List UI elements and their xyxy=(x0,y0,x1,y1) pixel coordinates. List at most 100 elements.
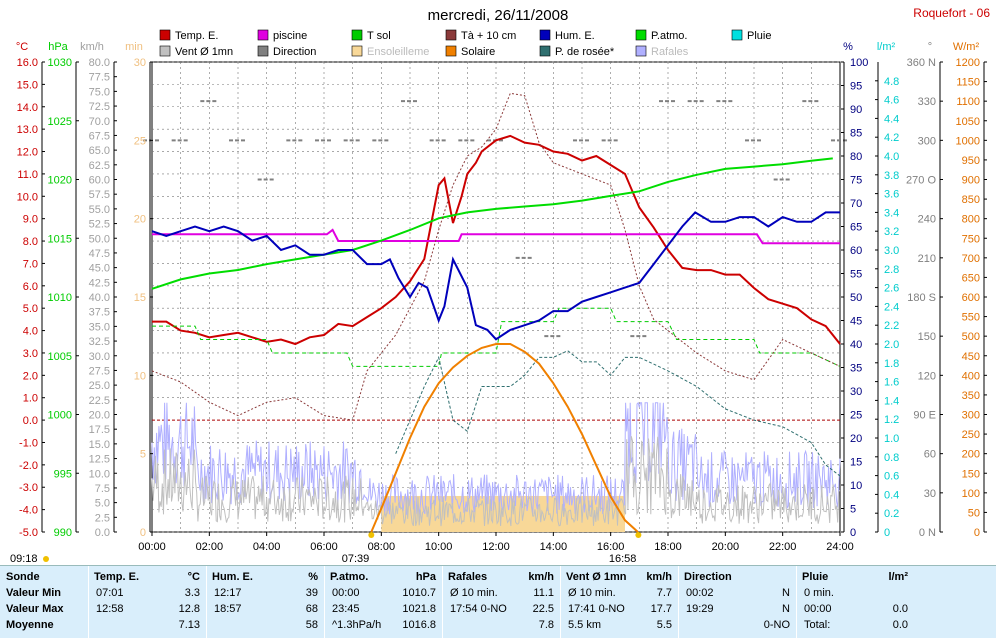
summary-value: 17.7 xyxy=(650,603,672,615)
summary-time: ^1.3hPa/h xyxy=(332,619,382,631)
tick-label-kmh: 10.0 xyxy=(89,468,110,480)
summary-row-label: Moyenne xyxy=(6,619,54,631)
summary-value: 1010.7 xyxy=(402,587,436,599)
summary-column: Sonde Valeur Min Valeur Max Moyenne xyxy=(0,566,88,638)
tick-label-deg: 240 xyxy=(918,214,936,226)
summary-time: 00:00 xyxy=(804,603,832,615)
axis-header-wm2: W/m² xyxy=(953,41,980,53)
summary-row: Valeur Max xyxy=(6,603,82,619)
tick-label-kmh: 67.5 xyxy=(89,130,110,142)
summary-value: 68 xyxy=(305,603,318,615)
summary-row: 19:29 N xyxy=(684,603,790,619)
tick-label-kmh: 20.0 xyxy=(89,410,110,422)
tick-label-lm2: 2.8 xyxy=(884,264,899,276)
legend-label: Pluie xyxy=(747,30,771,42)
series-t-10-cm xyxy=(151,92,841,421)
tick-label-lm2: 1.2 xyxy=(884,414,899,426)
summary-time: Ø 10 min. xyxy=(450,587,498,599)
tick-label-kmh: 57.5 xyxy=(89,189,110,201)
tick-label-hpa: 1020 xyxy=(48,175,72,187)
summary-separator xyxy=(796,566,797,638)
summary-value: 22.5 xyxy=(532,603,554,615)
tick-label-wm2: 250 xyxy=(962,429,980,441)
tick-label-lm2: 2.2 xyxy=(884,320,899,332)
tick-label-temp_c: 0.0 xyxy=(23,415,38,427)
summary-value: 58 xyxy=(305,619,318,631)
summary-time: Ø 10 min. xyxy=(568,587,616,599)
tick-label-wm2: 1100 xyxy=(956,96,980,108)
tick-label-lm2: 3.2 xyxy=(884,226,899,238)
summary-time: 07:01 xyxy=(96,587,124,599)
tick-label-wm2: 500 xyxy=(962,331,980,343)
summary-row: 00:02 N xyxy=(684,587,790,603)
axis-header-lm2: l/m² xyxy=(877,41,896,53)
summary-value: 7.13 xyxy=(178,619,200,631)
tick-label-deg: 180 S xyxy=(907,292,936,304)
summary-value: 12.8 xyxy=(178,603,200,615)
tick-label-temp_c: 12.0 xyxy=(17,147,38,159)
summary-time: 19:29 xyxy=(686,603,714,615)
tick-label-deg: 150 xyxy=(918,331,936,343)
tick-label-temp_c: 14.0 xyxy=(17,102,38,114)
summary-separator xyxy=(206,566,207,638)
summary-separator xyxy=(88,566,89,638)
summary-time: 18:57 xyxy=(214,603,242,615)
summary-separator xyxy=(678,566,679,638)
tick-label-kmh: 47.5 xyxy=(89,248,110,260)
tick-label-temp_c: -3.0 xyxy=(19,482,38,494)
tick-label-temp_c: 15.0 xyxy=(17,79,38,91)
tick-label-pct: 80 xyxy=(850,151,862,163)
summary-value: 1021.8 xyxy=(402,603,436,615)
x-tick-label: 04:00 xyxy=(253,541,281,553)
tick-label-lm2: 4.0 xyxy=(884,151,899,163)
tick-label-deg: 300 xyxy=(918,135,936,147)
tick-label-pct: 25 xyxy=(850,410,862,422)
summary-header-label: Vent Ø 1mn xyxy=(566,571,627,583)
tick-label-temp_c: 6.0 xyxy=(23,281,38,293)
tick-label-kmh: 35.0 xyxy=(89,321,110,333)
tick-label-kmh: 2.5 xyxy=(95,512,110,524)
tick-label-pct: 45 xyxy=(850,316,862,328)
summary-value: 0.0 xyxy=(892,603,908,615)
tick-label-hpa: 1025 xyxy=(48,116,72,128)
tick-label-pct: 20 xyxy=(850,433,862,445)
legend-swatch xyxy=(445,45,457,57)
x-tick-label: 22:00 xyxy=(769,541,797,553)
summary-separator xyxy=(442,566,443,638)
summary-column: Hum. E.% 12:17 39 18:57 68 58 xyxy=(206,566,324,638)
tick-label-pct: 0 xyxy=(850,527,856,539)
tick-label-temp_c: -4.0 xyxy=(19,505,38,517)
legend-label: P.atmo. xyxy=(651,30,688,42)
summary-column: Rafales km/h Ø 10 min. 11.1 17:54 0-NO 22.5 7.… xyxy=(442,566,560,638)
summary-value: 3.3 xyxy=(184,587,200,599)
tick-label-lm2: 0 xyxy=(884,527,890,539)
tick-label-lm2: 2.6 xyxy=(884,283,899,295)
tick-label-pct: 70 xyxy=(850,198,862,210)
tick-label-wm2: 400 xyxy=(962,370,980,382)
tick-label-hpa: 995 xyxy=(54,468,72,480)
tick-label-pct: 100 xyxy=(850,57,868,69)
legend-swatch xyxy=(635,29,647,41)
legend-swatch xyxy=(445,29,457,41)
summary-header-label: Hum. E. xyxy=(212,571,253,583)
tick-label-temp_c: -2.0 xyxy=(19,460,38,472)
tick-label-lm2: 0.2 xyxy=(884,508,899,520)
summary-row: 23:45 1021.8 xyxy=(330,603,436,619)
tick-label-kmh: 77.5 xyxy=(89,72,110,84)
summary-row: Ø 10 min. 11.1 xyxy=(448,587,554,603)
tick-label-wm2: 850 xyxy=(962,194,980,206)
tick-label-min: 15 xyxy=(134,292,146,304)
tick-label-lm2: 2.0 xyxy=(884,339,899,351)
tick-label-temp_c: 5.0 xyxy=(23,303,38,315)
summary-header: Temp. E. °C xyxy=(94,571,200,587)
legend-label: Hum. E. xyxy=(555,30,595,42)
legend: Temp. E. piscine T sol Tà + 10 cm Hum. E. P.a… xyxy=(159,29,771,58)
tick-label-temp_c: 16.0 xyxy=(17,57,38,69)
tick-label-wm2: 750 xyxy=(962,233,980,245)
x-tick-label: 20:00 xyxy=(712,541,740,553)
tick-label-lm2: 4.2 xyxy=(884,132,899,144)
summary-row: Total: 0.0 xyxy=(802,619,908,635)
tick-label-wm2: 800 xyxy=(962,214,980,226)
summary-separator xyxy=(560,566,561,638)
legend-swatch xyxy=(539,45,551,57)
